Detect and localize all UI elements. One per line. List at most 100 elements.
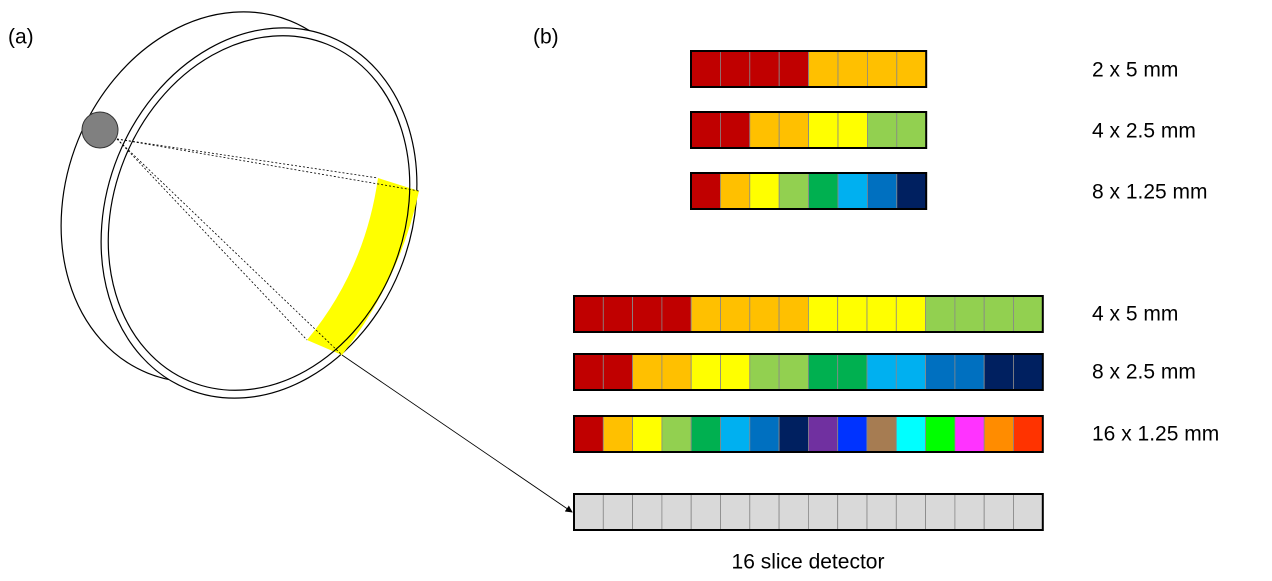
cell <box>984 416 1013 452</box>
cell <box>809 173 838 209</box>
cell <box>662 494 691 530</box>
cell <box>955 296 984 332</box>
cell <box>633 296 662 332</box>
cell <box>926 494 955 530</box>
cell <box>808 416 837 452</box>
cell <box>691 416 720 452</box>
row-label: 2 x 5 mm <box>1092 59 1178 82</box>
cell <box>896 354 925 390</box>
row-label: 4 x 5 mm <box>1092 303 1178 326</box>
cell <box>691 494 720 530</box>
gantry <box>7 0 471 446</box>
cell <box>809 112 838 148</box>
cell <box>867 173 896 209</box>
cell <box>867 296 896 332</box>
cell <box>1014 354 1043 390</box>
cell <box>720 51 749 87</box>
cell <box>750 354 779 390</box>
panel-label: (a) <box>8 26 34 49</box>
cell <box>779 112 808 148</box>
cell <box>721 494 750 530</box>
cell <box>838 112 867 148</box>
row-label: 8 x 2.5 mm <box>1092 361 1196 384</box>
cell <box>779 296 808 332</box>
cell <box>720 112 749 148</box>
cell <box>603 354 632 390</box>
cell <box>1014 416 1043 452</box>
cell <box>867 416 896 452</box>
cell <box>926 416 955 452</box>
cell <box>750 494 779 530</box>
cell <box>750 416 779 452</box>
arrow <box>342 355 572 512</box>
cell <box>574 354 603 390</box>
detector-label: 16 slice detector <box>732 551 885 574</box>
cell <box>897 51 926 87</box>
cell <box>955 354 984 390</box>
cell <box>897 173 926 209</box>
cell <box>633 494 662 530</box>
cell <box>662 296 691 332</box>
cell <box>1014 296 1043 332</box>
cell <box>838 494 867 530</box>
cell <box>779 51 808 87</box>
cell <box>955 416 984 452</box>
cell <box>721 296 750 332</box>
cell <box>574 296 603 332</box>
cell <box>838 416 867 452</box>
cell <box>691 296 720 332</box>
cell <box>750 173 779 209</box>
x-ray-source <box>82 112 118 148</box>
cell <box>867 354 896 390</box>
cell <box>779 494 808 530</box>
cell <box>603 296 632 332</box>
cell <box>574 494 603 530</box>
cell <box>1014 494 1043 530</box>
cell <box>720 173 749 209</box>
cell <box>691 112 720 148</box>
cell <box>838 51 867 87</box>
cell <box>897 112 926 148</box>
cell <box>633 354 662 390</box>
cell <box>867 51 896 87</box>
cell <box>838 173 867 209</box>
cell <box>808 296 837 332</box>
cell <box>926 296 955 332</box>
cell <box>633 416 662 452</box>
cell <box>809 51 838 87</box>
panel-label: (b) <box>533 26 559 49</box>
row-label: 8 x 1.25 mm <box>1092 181 1208 204</box>
cell <box>691 173 720 209</box>
cell <box>984 494 1013 530</box>
cell <box>808 494 837 530</box>
cell <box>808 354 837 390</box>
cell <box>721 416 750 452</box>
cell <box>603 416 632 452</box>
cell <box>750 112 779 148</box>
cell <box>779 173 808 209</box>
cell <box>779 354 808 390</box>
diagram: (a) (b) 2 x 5 mm 4 x 2.5 mm 8 x 1.25 mm 4 x… <box>0 0 1272 576</box>
row-label: 16 x 1.25 mm <box>1092 423 1219 446</box>
row-label: 4 x 2.5 mm <box>1092 120 1196 143</box>
cell <box>867 112 896 148</box>
cell <box>750 296 779 332</box>
cell <box>838 296 867 332</box>
cell <box>691 51 720 87</box>
cell <box>926 354 955 390</box>
cell <box>603 494 632 530</box>
cell <box>691 354 720 390</box>
cell <box>896 416 925 452</box>
cell <box>896 494 925 530</box>
cell <box>896 296 925 332</box>
cell <box>750 51 779 87</box>
cell <box>574 416 603 452</box>
cell <box>662 416 691 452</box>
cell <box>955 494 984 530</box>
cell <box>721 354 750 390</box>
cell <box>984 354 1013 390</box>
cell <box>838 354 867 390</box>
cell <box>779 416 808 452</box>
cell <box>662 354 691 390</box>
cell <box>867 494 896 530</box>
